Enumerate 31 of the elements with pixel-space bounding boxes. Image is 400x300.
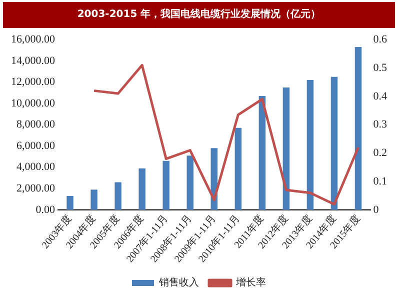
bar xyxy=(66,196,74,210)
bar xyxy=(282,87,290,210)
y-tick-label: 12,000.00 xyxy=(11,76,56,88)
legend-label: 销售收入 xyxy=(158,276,199,289)
bar xyxy=(186,156,194,210)
y-tick-label: 16,000.00 xyxy=(11,33,56,46)
y2-tick-label: 0.3 xyxy=(373,118,388,131)
bar xyxy=(138,168,146,210)
y-tick-label: 6,000.00 xyxy=(16,140,56,152)
y2-tick-label: 0 xyxy=(373,204,380,216)
y2-tick-label: 0.5 xyxy=(373,62,388,74)
y2-tick-label: 0.4 xyxy=(373,90,388,102)
y2-tick-label: 0.2 xyxy=(373,147,387,160)
bar xyxy=(90,190,98,210)
y-tick-label: 0.00 xyxy=(36,204,56,216)
y-tick-label: 10,000.00 xyxy=(11,97,56,110)
chart-title: 2003-2015 年，我国电线电缆行业发展情况（亿元） xyxy=(3,2,395,28)
y2-tick-label: 0.1 xyxy=(373,175,387,188)
y-tick-label: 2,000.00 xyxy=(16,182,56,194)
y-tick-label: 8,000.00 xyxy=(16,118,56,131)
bar xyxy=(306,80,314,210)
bar xyxy=(330,76,338,210)
bar xyxy=(114,182,122,210)
bar xyxy=(234,128,242,210)
bar xyxy=(354,47,362,210)
bar xyxy=(258,96,266,210)
bar xyxy=(162,160,170,210)
legend-label: 增长率 xyxy=(235,276,266,289)
y2-tick-label: 0.6 xyxy=(373,33,388,46)
y-tick-label: 14,000.00 xyxy=(11,54,56,67)
y-tick-label: 4,000.00 xyxy=(16,161,56,174)
